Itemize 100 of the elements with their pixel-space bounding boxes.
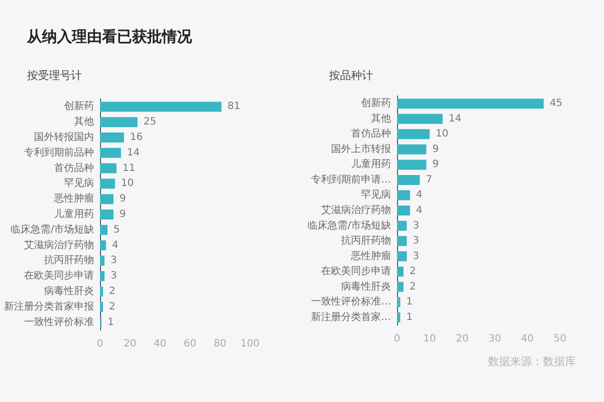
data-label: 2 [410,281,416,292]
bar [100,148,121,158]
bar [397,160,426,170]
y-tick-label: 新注册分类首家申报 [4,300,94,312]
data-label: 2 [109,301,116,312]
bar [100,224,108,235]
data-label: 14 [448,113,462,124]
x-tick-label: 0 [96,338,104,350]
data-label: 81 [228,101,240,112]
x-tick-label: 20 [124,338,136,350]
y-tick-label: 专利到期前品种 [24,146,94,158]
bar [397,190,410,200]
y-tick-label: 首仿品种 [351,128,391,140]
y-tick-label: 抗丙肝药物 [44,254,94,266]
data-label: 2 [410,266,416,278]
data-label: 25 [144,116,156,128]
bar [397,98,544,109]
x-tick-label: 0 [394,334,400,344]
bar [100,271,104,282]
bar [397,144,426,154]
data-label: 9 [120,209,126,220]
x-tick-label: 80 [214,338,226,350]
y-tick-label: 恶性肿瘤 [53,192,94,205]
data-label: 5 [114,224,120,236]
y-tick-label: 新注册分类首家… [311,310,391,323]
bar [397,312,400,322]
y-tick-label: 首仿品种 [54,162,94,174]
y-tick-label: 恶性肿瘤 [350,250,391,262]
bar [100,163,116,174]
y-tick-label: 临床急需/市场短缺 [10,223,94,236]
bar [100,256,104,266]
data-label: 1 [406,312,413,323]
data-label: 45 [550,98,562,110]
x-tick-label: 40 [521,334,534,344]
y-tick-label: 病毒性肝炎 [44,285,94,297]
bar [397,236,407,246]
y-tick-label: 国外转报国内 [34,131,94,143]
bar [100,210,114,220]
x-tick-label: 30 [488,334,502,344]
data-label: 2 [109,286,116,297]
bar [397,220,407,231]
y-tick-label: 创新药 [64,100,94,112]
x-tick-label: 100 [240,338,260,350]
bar [100,132,124,142]
data-label: 10 [121,178,134,190]
data-label: 3 [412,236,420,247]
data-label: 14 [127,147,140,158]
chart-title: 从纳入理由看已获批情况 [26,28,193,46]
data-label: 10 [436,128,448,140]
y-tick-label: 抗丙肝药物 [341,234,391,247]
data-label: 3 [110,255,117,266]
y-tick-label: 创新药 [361,97,391,110]
y-tick-label: 艾滋病治疗药物 [24,238,94,251]
chart-title: 按品种计 [329,69,373,82]
bar [100,102,222,112]
y-tick-label: 病毒性肝炎 [341,280,391,292]
bar [100,240,106,250]
bar [397,297,400,308]
bar [100,302,103,312]
y-tick-label: 在欧美同步申请 [321,265,391,278]
data-label: 3 [412,220,420,232]
data-label: 3 [110,270,117,282]
data-label: 16 [130,132,143,143]
bar [397,129,430,140]
data-label: 9 [120,194,126,205]
chart-subtitle: 按受理号计 [27,69,82,82]
y-tick-label: 专利到期前申请… [311,173,391,186]
y-tick-label: 在欧美同步申请 [24,270,94,282]
data-label: 4 [416,205,422,216]
x-tick-label: 10 [423,334,436,344]
y-tick-label: 其他 [371,112,391,124]
bar [397,282,404,292]
y-tick-label: 一致性评价标准 [24,316,94,328]
data-label: 4 [416,190,422,201]
data-label: 4 [112,240,118,251]
data-label: 11 [122,162,136,174]
bar [397,251,407,262]
y-tick-label: 罕见病 [361,188,391,201]
y-tick-label: 其他 [74,116,94,128]
x-tick-label: 60 [184,338,196,350]
y-tick-label: 临床急需/市场短缺 [308,219,391,232]
data-label: 1 [108,316,114,328]
y-tick-label: 国外上市转报 [331,142,391,155]
source-note: 数据来源：数据库 [488,355,576,368]
y-tick-label: 艾滋病治疗药物 [321,204,391,216]
data-label: 3 [412,250,420,262]
bar [397,266,404,277]
bar [397,114,443,124]
bar [100,117,138,128]
y-tick-label: 罕见病 [64,177,94,190]
y-tick-label: 一致性评价标准… [311,296,391,308]
bar [397,174,420,185]
x-tick-label: 20 [456,334,469,344]
x-tick-label: 40 [154,338,166,350]
y-tick-label: 儿童用药 [54,208,94,220]
data-label: 7 [426,174,432,186]
bar [397,206,410,216]
bar [100,286,103,296]
bar [100,194,114,204]
data-label: 1 [406,296,413,308]
